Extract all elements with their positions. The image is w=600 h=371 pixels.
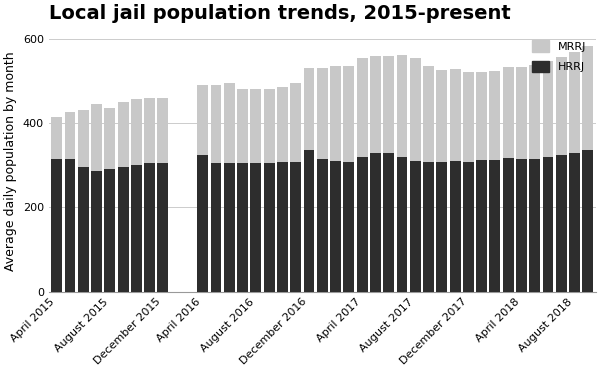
Bar bbox=[157, 163, 169, 292]
Bar bbox=[343, 162, 354, 292]
Bar bbox=[542, 60, 553, 157]
Bar bbox=[78, 110, 89, 167]
Bar bbox=[211, 85, 221, 163]
Bar bbox=[583, 150, 593, 292]
Bar bbox=[197, 85, 208, 155]
Bar bbox=[277, 87, 288, 162]
Bar bbox=[449, 161, 461, 292]
Bar bbox=[503, 158, 514, 292]
Bar bbox=[304, 150, 314, 292]
Bar bbox=[277, 162, 288, 292]
Bar bbox=[397, 55, 407, 157]
Bar bbox=[449, 69, 461, 161]
Bar bbox=[397, 157, 407, 292]
Bar bbox=[356, 157, 368, 292]
Bar bbox=[476, 160, 487, 292]
Bar bbox=[157, 98, 169, 163]
Bar bbox=[65, 112, 76, 159]
Bar bbox=[237, 163, 248, 292]
Bar bbox=[410, 58, 421, 161]
Bar bbox=[463, 72, 474, 162]
Bar bbox=[356, 58, 368, 157]
Bar bbox=[131, 165, 142, 292]
Bar bbox=[410, 161, 421, 292]
Bar bbox=[144, 163, 155, 292]
Bar bbox=[516, 159, 527, 292]
Bar bbox=[290, 162, 301, 292]
Bar bbox=[516, 67, 527, 159]
Bar bbox=[569, 152, 580, 292]
Bar bbox=[503, 66, 514, 158]
Bar bbox=[317, 68, 328, 159]
Bar bbox=[144, 98, 155, 163]
Bar bbox=[65, 159, 76, 292]
Bar bbox=[383, 56, 394, 152]
Bar bbox=[197, 155, 208, 292]
Bar bbox=[556, 155, 567, 292]
Bar bbox=[250, 89, 262, 163]
Bar bbox=[51, 159, 62, 292]
Bar bbox=[343, 66, 354, 162]
Bar bbox=[237, 89, 248, 163]
Bar bbox=[463, 162, 474, 292]
Bar bbox=[330, 161, 341, 292]
Bar bbox=[423, 66, 434, 162]
Bar bbox=[569, 52, 580, 152]
Y-axis label: Average daily population by month: Average daily population by month bbox=[4, 51, 17, 271]
Bar bbox=[91, 104, 102, 171]
Bar bbox=[370, 152, 381, 292]
Text: Local jail population trends, 2015-present: Local jail population trends, 2015-prese… bbox=[49, 4, 511, 23]
Bar bbox=[131, 99, 142, 165]
Bar bbox=[250, 163, 262, 292]
Bar bbox=[436, 162, 447, 292]
Bar bbox=[490, 71, 500, 160]
Bar bbox=[78, 167, 89, 292]
Bar bbox=[118, 167, 128, 292]
Bar bbox=[529, 65, 540, 159]
Bar bbox=[264, 163, 275, 292]
Bar bbox=[330, 66, 341, 161]
Bar bbox=[290, 82, 301, 162]
Bar bbox=[91, 171, 102, 292]
Bar bbox=[211, 163, 221, 292]
Bar bbox=[476, 72, 487, 160]
Bar bbox=[370, 56, 381, 152]
Bar bbox=[104, 108, 115, 170]
Bar bbox=[556, 57, 567, 155]
Bar bbox=[224, 163, 235, 292]
Bar bbox=[51, 117, 62, 159]
Bar bbox=[224, 83, 235, 163]
Bar bbox=[317, 159, 328, 292]
Bar bbox=[529, 159, 540, 292]
Bar bbox=[264, 89, 275, 163]
Bar bbox=[583, 46, 593, 150]
Bar bbox=[118, 102, 128, 167]
Bar bbox=[542, 157, 553, 292]
Bar bbox=[304, 68, 314, 150]
Bar bbox=[490, 160, 500, 292]
Bar bbox=[383, 152, 394, 292]
Bar bbox=[436, 70, 447, 162]
Legend: MRRJ, HRRJ: MRRJ, HRRJ bbox=[527, 36, 590, 76]
Bar bbox=[104, 170, 115, 292]
Bar bbox=[423, 162, 434, 292]
